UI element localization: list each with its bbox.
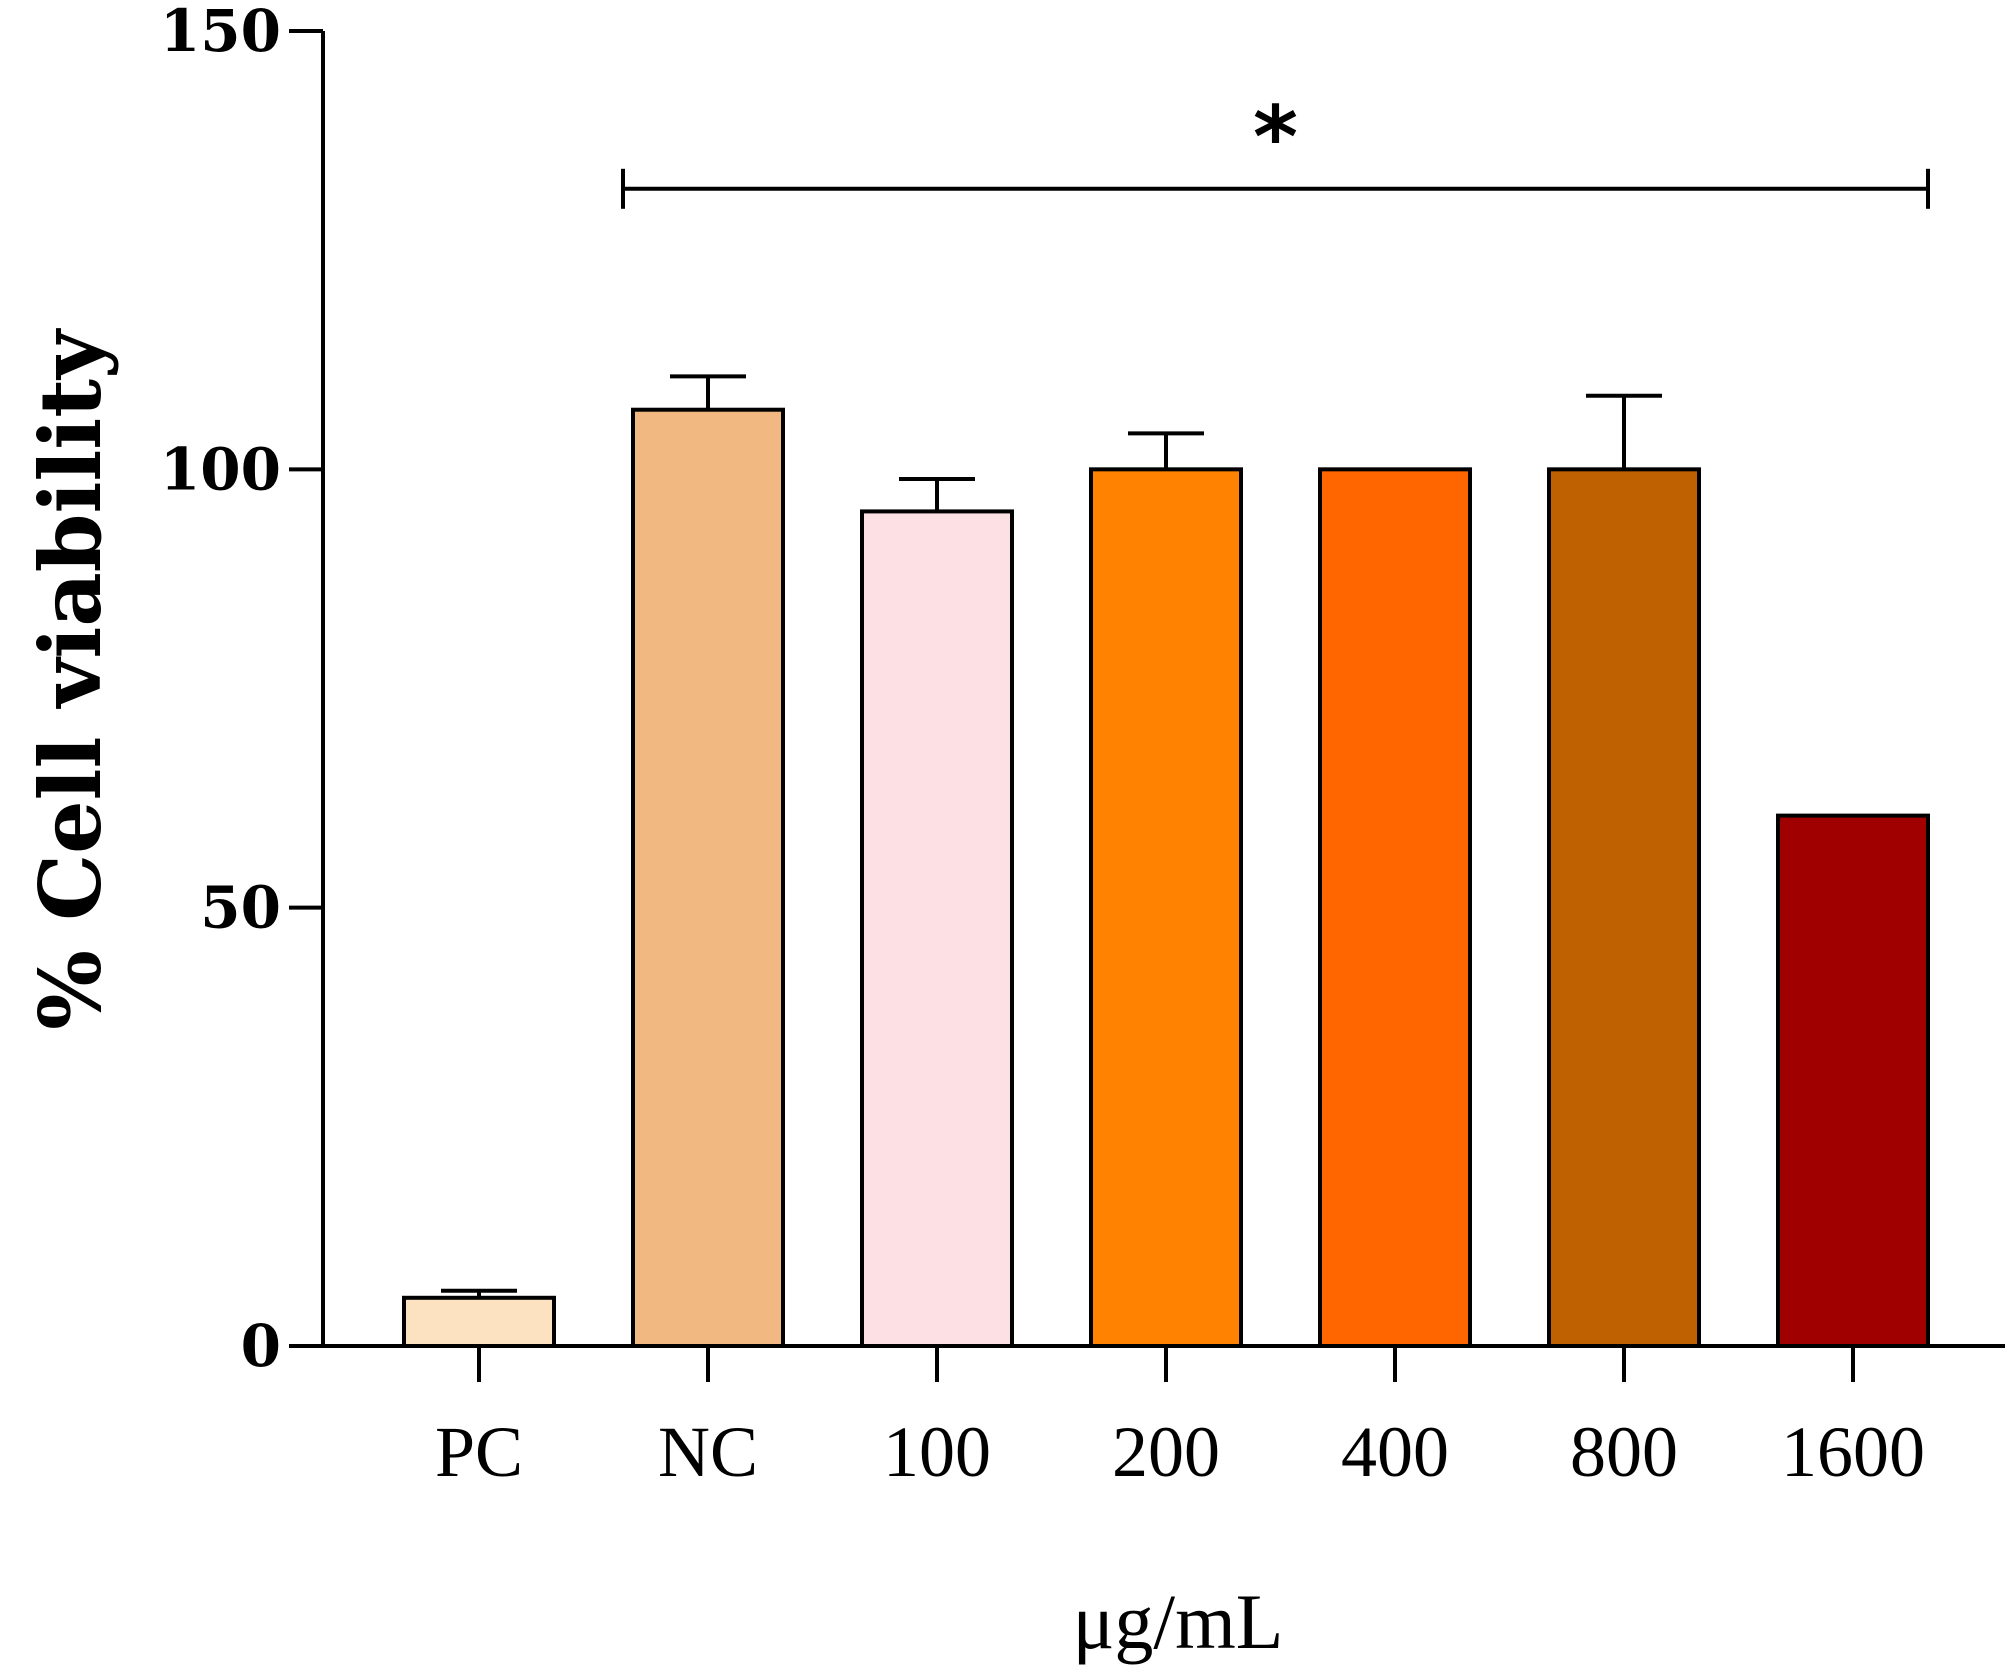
- bar-200: [1089, 467, 1243, 1349]
- significance-star: *: [1253, 88, 1298, 188]
- y-tick-label: 100: [160, 435, 281, 503]
- x-tick-label: 100: [883, 1412, 991, 1492]
- x-tick-label: 200: [1112, 1412, 1220, 1492]
- x-tick-label: 400: [1341, 1412, 1449, 1492]
- y-axis-label: % Cell viability: [21, 328, 120, 1030]
- bar-NC: [631, 407, 785, 1349]
- y-tick-label: 150: [160, 0, 281, 65]
- y-ticks: 0 50 100 150: [160, 0, 323, 1380]
- x-tick-label: NC: [658, 1412, 758, 1492]
- y-tick-label: 0: [241, 1312, 281, 1380]
- x-tick-label: PC: [435, 1412, 523, 1492]
- bar-1600: [1776, 813, 1930, 1348]
- bar-800: [1547, 467, 1701, 1349]
- y-tick-label: 50: [200, 874, 281, 942]
- bar-400: [1318, 467, 1472, 1349]
- x-axis-label: μg/mL: [1073, 1578, 1284, 1665]
- bar-PC: [402, 1295, 556, 1348]
- x-tick-label: 1600: [1781, 1412, 1925, 1492]
- bar-100: [860, 509, 1014, 1348]
- bars: [402, 407, 1930, 1349]
- x-tick-label: 800: [1570, 1412, 1678, 1492]
- x-ticks: PC NC 100 200 400 800 1600: [435, 1346, 1925, 1492]
- significance-annotation: *: [621, 88, 1930, 209]
- error-bars: [441, 374, 1662, 1298]
